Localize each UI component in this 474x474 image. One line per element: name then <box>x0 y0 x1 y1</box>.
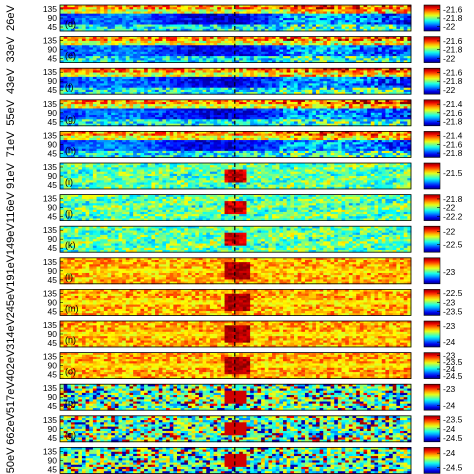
energy-label: 55eV <box>5 99 17 125</box>
colorbar-tick-label: -22 <box>443 53 456 63</box>
panel-letter: (f) <box>65 82 74 92</box>
panel-letter: (e) <box>65 51 76 61</box>
colorbar-tick-label: -21.8 <box>443 116 463 126</box>
y-tick-label: 45 <box>48 22 58 32</box>
energy-label: 43eV <box>5 68 17 94</box>
panel-letter: (d) <box>65 19 76 29</box>
y-tick-label: 45 <box>48 117 58 127</box>
colorbar-tick-label: -22 <box>443 85 456 95</box>
energy-label: 33eV <box>5 36 17 62</box>
panel-letter: (g) <box>65 114 76 124</box>
colorbar-tick-label: -22 <box>443 22 456 32</box>
panel-71eV: 135904571eV (h)-21.4-21.6-21.8 <box>5 130 463 158</box>
energy-label: 26eV <box>5 4 17 30</box>
y-tick-label: 45 <box>48 85 58 95</box>
y-tick-label: 45 <box>48 54 58 64</box>
